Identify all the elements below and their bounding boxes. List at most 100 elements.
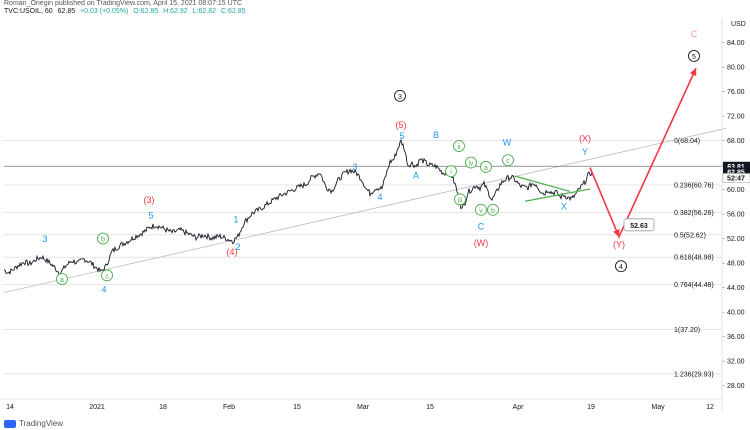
x-tick-label: 2021 bbox=[89, 404, 105, 411]
wave-label: 5 bbox=[692, 54, 696, 61]
triangle-pattern bbox=[514, 175, 591, 202]
wave-label: W bbox=[503, 137, 512, 147]
wave-label: 1 bbox=[233, 215, 238, 225]
symbol-name[interactable]: TVC:USOIL, 60 bbox=[4, 8, 53, 15]
y-tick-label: 32.00 bbox=[727, 359, 745, 366]
fib-label: 0.236(60.76) bbox=[674, 182, 714, 189]
projection-callout bbox=[623, 218, 655, 232]
price-change: +0.03 (+0.05%) bbox=[80, 8, 129, 15]
wave-label: c bbox=[105, 273, 109, 280]
wave-label: a bbox=[484, 165, 488, 172]
x-tick-label: 18 bbox=[159, 404, 167, 411]
x-tick-label: 12 bbox=[706, 404, 714, 411]
price-tag-text: 62.85 bbox=[727, 170, 745, 177]
wave-label-circle bbox=[688, 50, 700, 62]
symbol-info: TVC:USOIL, 60 62.85 +0.03 (+0.05%) O:62.… bbox=[4, 8, 249, 15]
y-tick-label: 68.00 bbox=[727, 138, 745, 145]
y-tick-label: 44.00 bbox=[727, 285, 745, 292]
projection-path: 52.63 bbox=[589, 67, 697, 239]
wave-label: (4) bbox=[227, 247, 238, 257]
price-tag bbox=[723, 161, 750, 171]
ohlc-high: H:62.92 bbox=[163, 8, 188, 15]
y-tick-label: 56.00 bbox=[727, 212, 745, 219]
x-tick-label: 14 bbox=[6, 404, 14, 411]
wave-label: B bbox=[433, 130, 439, 140]
wave-label: b bbox=[101, 237, 105, 244]
wave-label: A bbox=[413, 170, 419, 180]
price-series bbox=[3, 138, 593, 278]
triangle-upper bbox=[514, 175, 571, 193]
y-tick-label: 40.00 bbox=[727, 310, 745, 317]
current-price: 62.85 bbox=[57, 8, 76, 15]
ohlc-low: L:62.82 bbox=[192, 8, 217, 15]
wave-label: a bbox=[60, 277, 64, 284]
wave-label-circle bbox=[453, 140, 465, 152]
wave-label-circle bbox=[615, 260, 627, 273]
brand-name: TradingView bbox=[19, 419, 64, 428]
price-line bbox=[3, 138, 593, 278]
x-tick-label: Mar bbox=[357, 404, 370, 411]
wave-label: iv bbox=[468, 161, 474, 168]
fib-label: 1(37.20) bbox=[674, 327, 700, 334]
wave-label-circle bbox=[445, 165, 457, 178]
y-tick-label: 52.00 bbox=[727, 236, 745, 243]
wave-label: (X) bbox=[579, 134, 591, 144]
wave-label: (5) bbox=[396, 120, 407, 130]
wave-label-circle bbox=[480, 160, 492, 173]
fib-label: 0.382(56.26) bbox=[674, 210, 714, 217]
wave-label: 3 bbox=[352, 162, 357, 172]
wave-label-circle bbox=[101, 269, 113, 282]
wave-label: i bbox=[450, 169, 452, 176]
fib-label: 0(68.04) bbox=[674, 138, 700, 145]
wave-label: 5 bbox=[399, 131, 404, 141]
wave-label: X bbox=[561, 202, 567, 212]
arrowhead-down bbox=[613, 228, 620, 237]
x-tick-label: Apr bbox=[513, 404, 525, 411]
triangle-lower bbox=[524, 188, 591, 202]
tradingview-logo-icon bbox=[4, 419, 16, 428]
y-tick-label: 76.00 bbox=[727, 89, 745, 96]
x-tick-label: 15 bbox=[293, 404, 301, 411]
wave-label: v bbox=[479, 208, 483, 215]
currency-label: USD bbox=[731, 21, 746, 28]
x-tick-label: 15 bbox=[426, 404, 434, 411]
wave-label: 4 bbox=[619, 264, 623, 271]
price-tag bbox=[722, 173, 750, 183]
wave-label: (3) bbox=[144, 195, 155, 205]
wave-label-circle bbox=[56, 273, 68, 285]
y-tick-label: 36.00 bbox=[727, 334, 745, 341]
trendline bbox=[3, 127, 727, 293]
footer[interactable]: TradingView bbox=[4, 419, 63, 428]
wave-label: 4 bbox=[101, 284, 106, 294]
fib-label: 0.618(48.98) bbox=[674, 255, 714, 262]
wave-label-circle bbox=[475, 203, 487, 216]
fib-label: 0.764(44.48) bbox=[674, 282, 714, 289]
y-tick-label: 28.00 bbox=[727, 383, 745, 390]
wave-label-circle bbox=[454, 193, 466, 206]
wave-label: ii bbox=[457, 144, 461, 151]
wave-label-circle bbox=[465, 156, 477, 169]
wave-label: (W) bbox=[474, 238, 489, 248]
wave-label: c bbox=[506, 158, 510, 165]
wave-label: C bbox=[478, 221, 485, 231]
ohlc-open: O:62.85 bbox=[133, 8, 159, 15]
wave-label: 5 bbox=[148, 210, 153, 220]
fib-retracement: 0(68.04) 0.236(60.76) 0.382(56.26) 0.5(52.6… bbox=[4, 138, 722, 378]
wave-label-circle bbox=[487, 203, 499, 216]
wave-label-circle bbox=[502, 154, 514, 167]
wave-label: b bbox=[491, 208, 495, 215]
price-axis[interactable]: USD84.0080.0076.0072.0068.0064.0060.0056… bbox=[721, 18, 750, 412]
projection-callout-text: 52.63 bbox=[630, 223, 648, 230]
time-axis[interactable]: 14 2021 18 Feb 15 Mar 15 Apr 19 May 12 bbox=[0, 398, 722, 411]
wave-label-circle bbox=[394, 89, 406, 102]
price-tag bbox=[723, 167, 750, 177]
y-tick-label: 48.00 bbox=[727, 261, 745, 268]
y-tick-label: 60.00 bbox=[727, 187, 745, 194]
fib-label: 1.236(29.93) bbox=[674, 371, 714, 378]
x-tick-label: May bbox=[651, 404, 665, 411]
x-tick-label: 19 bbox=[587, 404, 595, 411]
fib-label: 0.5(52.62) bbox=[674, 232, 706, 239]
price-tag-text: 63.81 bbox=[727, 164, 745, 171]
y-tick-label: 80.00 bbox=[727, 65, 745, 72]
